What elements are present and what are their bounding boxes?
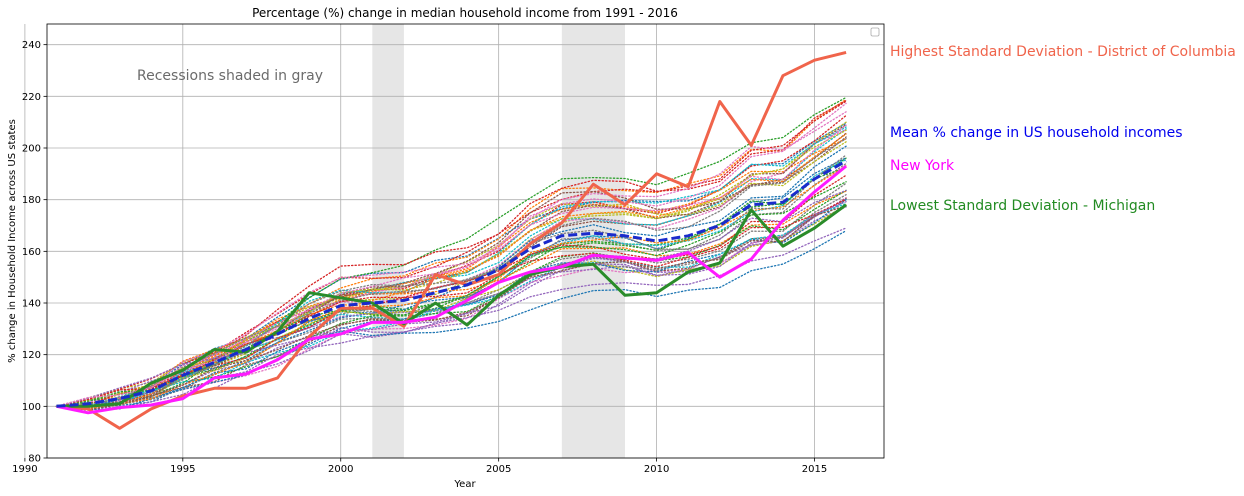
state-line [55, 201, 847, 407]
y-tick-label: 180 [22, 195, 41, 206]
y-tick-label: 220 [22, 92, 41, 103]
plot-area: 1990 1995 2000 2005 2010 2015 80 100 120 140 160 18… [12, 23, 885, 475]
axis-ticks: 1990 1995 2000 2005 2010 2015 80 100 120 140 160 18… [12, 40, 827, 475]
y-tick-label: 100 [22, 402, 41, 413]
state-line [55, 136, 847, 407]
series-new-york [56, 164, 848, 415]
state-line [55, 96, 847, 407]
x-tick-label: 2010 [644, 464, 669, 475]
state-line [55, 100, 847, 407]
state-line [55, 199, 847, 409]
plot-frame [46, 23, 885, 459]
state-line [55, 230, 847, 411]
annotation-michigan: Lowest Standard Deviation - Michigan [890, 198, 1155, 214]
state-line [55, 111, 847, 408]
annotation-dc: Highest Standard Deviation - District of… [890, 44, 1236, 60]
highlighted-series [56, 50, 848, 430]
state-line [55, 141, 847, 407]
state-line [55, 121, 847, 407]
x-tick-label: 2015 [802, 464, 827, 475]
x-tick-label: 2000 [328, 464, 353, 475]
state-line [55, 122, 847, 407]
legend-box [870, 27, 880, 37]
y-tick-label: 240 [22, 40, 41, 51]
y-tick-label: 80 [28, 454, 41, 465]
state-line [55, 167, 847, 408]
x-axis-label: Year [453, 479, 476, 490]
state-line [55, 102, 847, 407]
recession-note: Recessions shaded in gray [137, 68, 323, 84]
state-line [55, 190, 847, 407]
state-line [55, 158, 847, 407]
state-line [55, 205, 847, 411]
y-tick-label: 140 [22, 299, 41, 310]
series-mean [56, 159, 847, 408]
state-line [55, 154, 847, 408]
x-tick-label: 1995 [170, 464, 195, 475]
series-michigan [56, 203, 847, 408]
y-axis-label: % change in Household Income across US s… [7, 119, 18, 363]
y-tick-label: 200 [22, 144, 41, 155]
series-annotations: Highest Standard Deviation - District of… [890, 44, 1236, 214]
annotation-mean: Mean % change in US household incomes [890, 125, 1183, 141]
annotation-new-york: New York [890, 158, 955, 174]
state-line [55, 98, 847, 407]
state-line [55, 165, 847, 409]
chart-title: Percentage (%) change in median househol… [252, 6, 678, 20]
y-tick-label: 120 [22, 350, 41, 361]
x-tick-label: 1990 [12, 464, 37, 475]
state-line [55, 189, 847, 411]
x-tick-label: 2005 [486, 464, 511, 475]
state-lines [55, 96, 847, 411]
state-line [55, 124, 847, 407]
y-tick-label: 160 [22, 247, 41, 258]
recession-band [372, 24, 404, 458]
